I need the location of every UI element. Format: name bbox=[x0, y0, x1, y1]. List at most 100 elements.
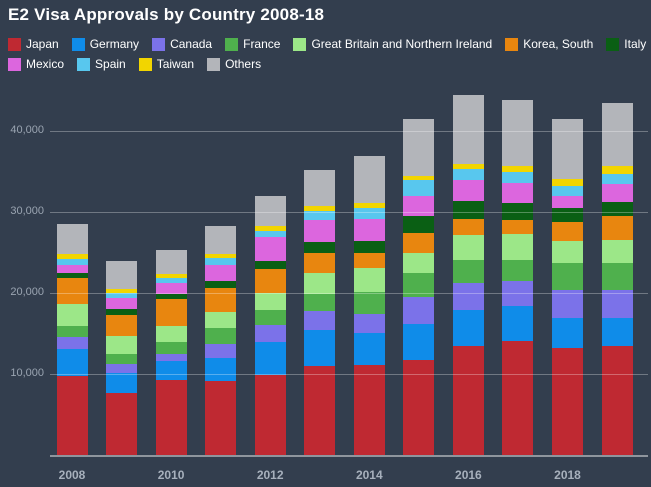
bar-segment-korea-south-2016[interactable] bbox=[452, 218, 484, 236]
bar-segment-germany-2013[interactable] bbox=[304, 329, 336, 366]
bar-segment-italy-2013[interactable] bbox=[304, 242, 336, 253]
bar-segment-great-britain-and-northern-ireland-2017[interactable] bbox=[502, 234, 534, 260]
bar-segment-spain-2008[interactable] bbox=[56, 258, 88, 266]
bar-segment-germany-2010[interactable] bbox=[155, 361, 187, 381]
bar-2009[interactable] bbox=[106, 260, 138, 455]
legend-item-spain[interactable]: Spain bbox=[77, 57, 126, 71]
bar-segment-others-2017[interactable] bbox=[502, 99, 534, 167]
bar-segment-canada-2012[interactable] bbox=[254, 324, 286, 343]
bar-segment-italy-2019[interactable] bbox=[601, 201, 633, 217]
bar-segment-japan-2009[interactable] bbox=[106, 393, 138, 455]
bar-segment-italy-2016[interactable] bbox=[452, 200, 484, 219]
bar-segment-spain-2009[interactable] bbox=[106, 293, 138, 299]
bar-segment-great-britain-and-northern-ireland-2016[interactable] bbox=[452, 235, 484, 261]
bar-segment-italy-2015[interactable] bbox=[403, 216, 435, 233]
bar-segment-germany-2011[interactable] bbox=[205, 357, 237, 382]
bar-segment-great-britain-and-northern-ireland-2018[interactable] bbox=[552, 241, 583, 264]
bar-segment-germany-2009[interactable] bbox=[106, 373, 138, 394]
bar-segment-spain-2012[interactable] bbox=[254, 230, 286, 238]
bar-segment-spain-2013[interactable] bbox=[304, 211, 336, 220]
bar-segment-canada-2014[interactable] bbox=[353, 314, 385, 334]
bar-segment-korea-south-2015[interactable] bbox=[403, 232, 435, 253]
bar-segment-japan-2011[interactable] bbox=[205, 381, 237, 455]
bar-segment-taiwan-2017[interactable] bbox=[502, 166, 534, 172]
bar-segment-korea-south-2013[interactable] bbox=[304, 252, 336, 274]
bar-segment-france-2011[interactable] bbox=[205, 328, 237, 344]
bar-segment-mexico-2014[interactable] bbox=[353, 218, 385, 242]
bar-segment-japan-2015[interactable] bbox=[403, 359, 435, 455]
bar-segment-spain-2016[interactable] bbox=[452, 169, 484, 181]
bar-segment-korea-south-2014[interactable] bbox=[353, 253, 385, 268]
bar-segment-italy-2018[interactable] bbox=[552, 207, 583, 223]
bar-2013[interactable] bbox=[304, 169, 336, 455]
legend-item-canada[interactable]: Canada bbox=[152, 37, 212, 51]
bar-segment-korea-south-2011[interactable] bbox=[205, 288, 237, 312]
bar-2014[interactable] bbox=[353, 156, 385, 455]
bar-segment-italy-2017[interactable] bbox=[502, 203, 534, 220]
bar-segment-korea-south-2019[interactable] bbox=[601, 216, 633, 240]
bar-segment-france-2009[interactable] bbox=[106, 353, 138, 364]
bar-segment-canada-2016[interactable] bbox=[452, 282, 484, 310]
bar-2012[interactable] bbox=[254, 195, 286, 455]
bar-2016[interactable] bbox=[452, 94, 484, 455]
bar-segment-taiwan-2010[interactable] bbox=[155, 273, 187, 279]
bar-segment-great-britain-and-northern-ireland-2011[interactable] bbox=[205, 311, 237, 329]
bar-segment-great-britain-and-northern-ireland-2019[interactable] bbox=[601, 239, 633, 264]
bar-segment-spain-2019[interactable] bbox=[601, 173, 633, 185]
bar-segment-great-britain-and-northern-ireland-2009[interactable] bbox=[106, 336, 138, 354]
bar-segment-germany-2015[interactable] bbox=[403, 323, 435, 360]
bar-segment-korea-south-2017[interactable] bbox=[502, 219, 534, 235]
bar-segment-germany-2016[interactable] bbox=[452, 309, 484, 347]
bar-segment-italy-2010[interactable] bbox=[155, 294, 187, 299]
bar-segment-mexico-2008[interactable] bbox=[56, 265, 88, 273]
legend-item-great-britain-and-northern-ireland[interactable]: Great Britain and Northern Ireland bbox=[293, 37, 492, 51]
bar-segment-japan-2013[interactable] bbox=[304, 365, 336, 455]
bar-segment-taiwan-2009[interactable] bbox=[106, 289, 138, 294]
bar-segment-france-2010[interactable] bbox=[155, 342, 187, 355]
bar-segment-canada-2013[interactable] bbox=[304, 311, 336, 330]
bar-segment-others-2019[interactable] bbox=[601, 103, 633, 166]
bar-segment-taiwan-2015[interactable] bbox=[403, 175, 435, 181]
legend-item-mexico[interactable]: Mexico bbox=[8, 57, 64, 71]
bar-segment-japan-2016[interactable] bbox=[452, 346, 484, 455]
bar-segment-others-2012[interactable] bbox=[254, 195, 286, 226]
bar-segment-korea-south-2008[interactable] bbox=[56, 278, 88, 304]
bar-segment-japan-2010[interactable] bbox=[155, 380, 187, 455]
bar-segment-japan-2008[interactable] bbox=[56, 375, 88, 455]
bar-segment-canada-2018[interactable] bbox=[552, 289, 583, 318]
bar-segment-canada-2019[interactable] bbox=[601, 289, 633, 318]
bar-segment-france-2008[interactable] bbox=[56, 325, 88, 338]
bar-segment-japan-2012[interactable] bbox=[254, 374, 286, 455]
bar-segment-mexico-2015[interactable] bbox=[403, 195, 435, 217]
bar-segment-others-2009[interactable] bbox=[106, 260, 138, 290]
bar-segment-spain-2011[interactable] bbox=[205, 257, 237, 265]
legend-item-others[interactable]: Others bbox=[207, 57, 261, 71]
bar-segment-others-2015[interactable] bbox=[403, 118, 435, 176]
bar-segment-others-2008[interactable] bbox=[56, 224, 88, 255]
bar-segment-korea-south-2012[interactable] bbox=[254, 269, 286, 294]
bar-segment-france-2016[interactable] bbox=[452, 260, 484, 283]
bar-segment-great-britain-and-northern-ireland-2014[interactable] bbox=[353, 267, 385, 293]
bar-segment-korea-south-2010[interactable] bbox=[155, 298, 187, 326]
bar-segment-great-britain-and-northern-ireland-2015[interactable] bbox=[403, 252, 435, 274]
bar-segment-mexico-2019[interactable] bbox=[601, 184, 633, 202]
bar-segment-mexico-2013[interactable] bbox=[304, 219, 336, 243]
legend-item-taiwan[interactable]: Taiwan bbox=[138, 57, 194, 71]
bar-segment-taiwan-2013[interactable] bbox=[304, 206, 336, 212]
bar-segment-canada-2017[interactable] bbox=[502, 281, 534, 306]
bar-segment-germany-2008[interactable] bbox=[56, 348, 88, 376]
bar-segment-france-2012[interactable] bbox=[254, 309, 286, 325]
bar-segment-others-2018[interactable] bbox=[552, 119, 583, 180]
bar-segment-others-2010[interactable] bbox=[155, 249, 187, 274]
bar-segment-mexico-2018[interactable] bbox=[552, 196, 583, 208]
bar-segment-great-britain-and-northern-ireland-2010[interactable] bbox=[155, 325, 187, 343]
bar-segment-germany-2018[interactable] bbox=[552, 317, 583, 348]
legend-item-japan[interactable]: Japan bbox=[8, 37, 59, 51]
bar-segment-taiwan-2019[interactable] bbox=[601, 165, 633, 174]
bar-segment-germany-2017[interactable] bbox=[502, 305, 534, 342]
bar-segment-taiwan-2018[interactable] bbox=[552, 179, 583, 187]
bar-segment-italy-2008[interactable] bbox=[56, 272, 88, 279]
bar-2018[interactable] bbox=[552, 119, 583, 455]
bar-segment-great-britain-and-northern-ireland-2012[interactable] bbox=[254, 293, 286, 310]
bar-segment-spain-2017[interactable] bbox=[502, 171, 534, 183]
